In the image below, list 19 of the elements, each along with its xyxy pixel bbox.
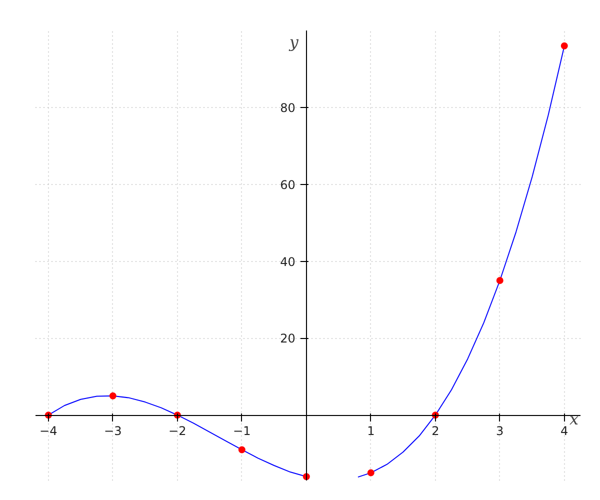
point (367, 469, 374, 476)
y-axis-title: y (288, 32, 300, 52)
x-tick-label: 4 (560, 424, 568, 438)
x-tick-label: 2 (432, 424, 440, 438)
x-tick-label: −1 (233, 424, 251, 438)
x-tick-label: −4 (40, 424, 58, 438)
y-tick-label: 40 (280, 254, 296, 269)
x-tick-label: −3 (104, 424, 122, 438)
x-tick-label: 1 (367, 424, 375, 438)
y-tick-label: 80 (280, 100, 296, 115)
point (109, 392, 116, 400)
x-tick-label: 3 (496, 424, 504, 438)
x-tick-label: −2 (168, 424, 186, 438)
point (560, 42, 568, 50)
y-tick-label: 20 (280, 332, 296, 346)
point (238, 446, 246, 454)
x-axis-title: x (569, 410, 579, 429)
y-tick-label: 60 (280, 178, 296, 192)
point (496, 277, 504, 284)
